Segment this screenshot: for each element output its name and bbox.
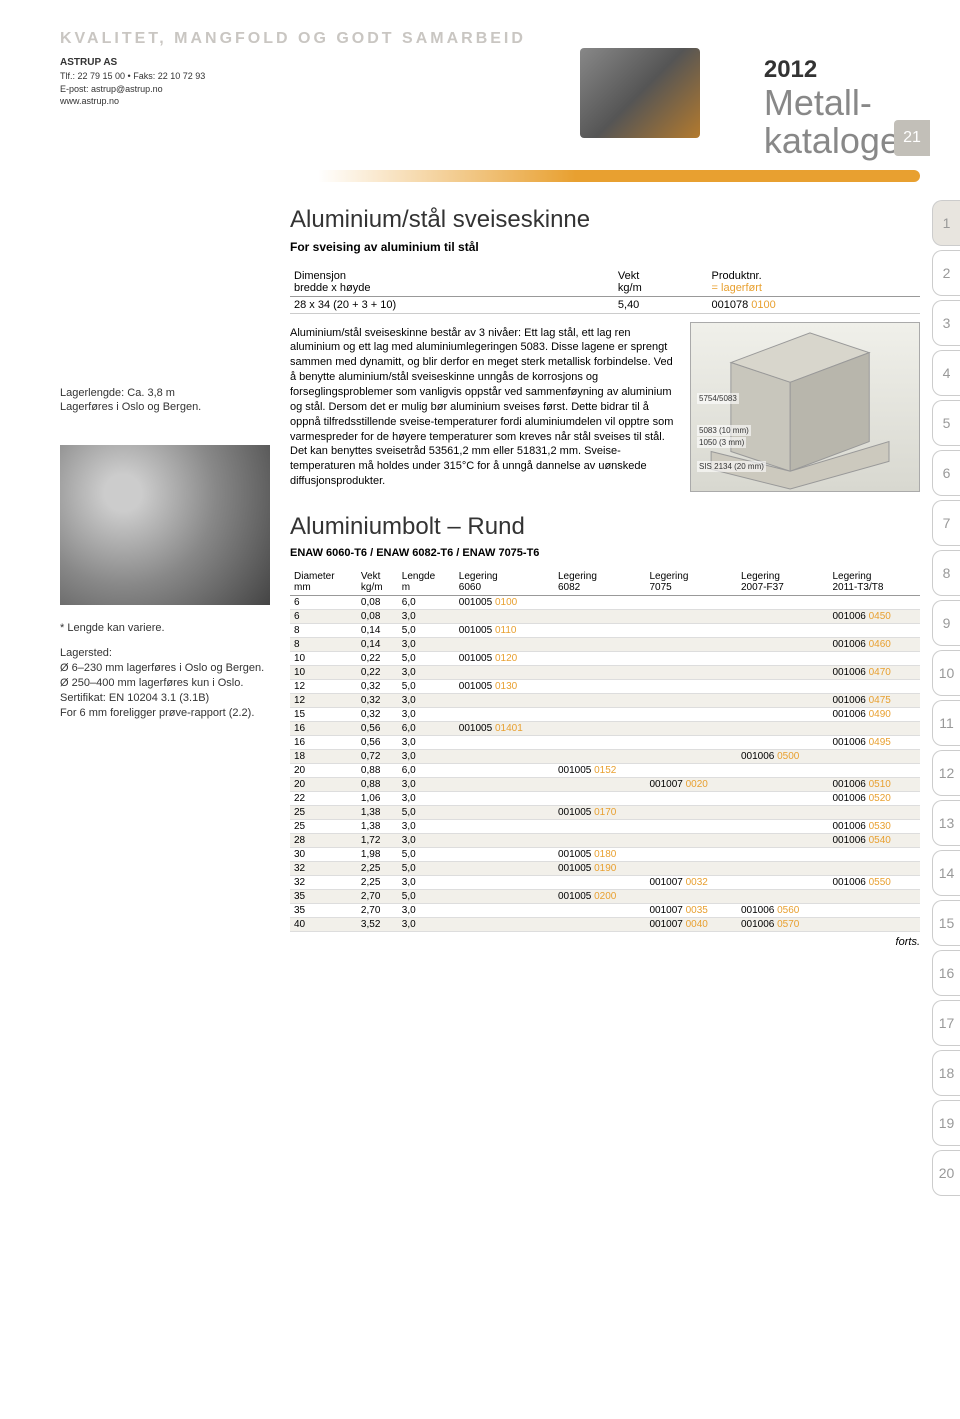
table-row: 251,383,0001006 0530 [290, 819, 920, 833]
th-dim-2: bredde x høyde [294, 282, 370, 294]
side-tab-5[interactable]: 5 [932, 400, 960, 446]
side-tab-13[interactable]: 13 [932, 800, 960, 846]
side-tab-16[interactable]: 16 [932, 950, 960, 996]
table-row: 352,703,0001007 0035001006 0560 [290, 903, 920, 917]
table-row: 200,883,0001007 0020001006 0510 [290, 777, 920, 791]
table-row: 160,566,0001005 01401 [290, 721, 920, 735]
left-note-1: Lagerlengde: Ca. 3,8 m [60, 386, 270, 401]
left-note-2: Lagerføres i Oslo og Bergen. [60, 400, 270, 415]
company-phone: Tlf.: 22 79 15 00 • Faks: 22 10 72 93 [60, 70, 205, 83]
side-tab-20[interactable]: 20 [932, 1150, 960, 1196]
page-number: 21 [894, 120, 930, 156]
side-tab-8[interactable]: 8 [932, 550, 960, 596]
diag-label-b: 5083 (10 mm) [697, 425, 751, 436]
catalog-name-1: Metall- [764, 84, 920, 122]
table-row: 100,223,0001006 0470 [290, 665, 920, 679]
side-tab-2[interactable]: 2 [932, 250, 960, 296]
table-row: 120,323,0001006 0475 [290, 693, 920, 707]
year: 2012 [764, 56, 920, 84]
side-tabs: 1234567891011121314151617181920 [932, 200, 960, 1200]
table-row: 301,985,0001005 0180 [290, 847, 920, 861]
sec2-note-1: Lagersted: [60, 646, 270, 661]
diag-label-a: 5754/5083 [697, 393, 739, 404]
hero-image [580, 48, 700, 138]
sec2-note-2: Ø 6–230 mm lagerføres i Oslo og Bergen. [60, 661, 270, 676]
side-tab-7[interactable]: 7 [932, 500, 960, 546]
th-vekt-2: kg/m [618, 282, 642, 294]
sec2-note-3: Ø 250–400 mm lagerføres kun i Oslo. [60, 676, 270, 691]
t1-dim: 28 x 34 (20 + 3 + 10) [290, 296, 614, 313]
table-row: 120,325,0001005 0130 [290, 679, 920, 693]
side-tab-3[interactable]: 3 [932, 300, 960, 346]
side-tab-10[interactable]: 10 [932, 650, 960, 696]
section1-subtitle: For sveising av aluminium til stål [290, 240, 920, 254]
th-vekt-1: Vekt [618, 270, 639, 282]
section2-title: Aluminiumbolt – Rund [290, 513, 920, 541]
sveiseskinne-table: Dimensjonbredde x høyde Vektkg/m Produkt… [290, 268, 920, 314]
t1-prod: 001078 0100 [708, 296, 920, 313]
side-tab-15[interactable]: 15 [932, 900, 960, 946]
section2-subtitle: ENAW 6060-T6 / ENAW 6082-T6 / ENAW 7075-… [290, 547, 920, 559]
company-block: ASTRUP AS Tlf.: 22 79 15 00 • Faks: 22 1… [60, 56, 205, 160]
sec2-note-4: Sertifikat: EN 10204 3.1 (3.1B) [60, 691, 270, 706]
table-row: 60,083,0001006 0450 [290, 609, 920, 623]
side-tab-12[interactable]: 12 [932, 750, 960, 796]
table-row: 180,723,0001006 0500 [290, 749, 920, 763]
table-row: 322,255,0001005 0190 [290, 861, 920, 875]
table-row: 221,063,0001006 0520 [290, 791, 920, 805]
table-row: 403,523,0001007 0040001006 0570 [290, 917, 920, 931]
diag-label-d: SIS 2134 (20 mm) [697, 461, 766, 472]
table-row: 80,145,0001005 0110 [290, 623, 920, 637]
table-row: 352,705,0001005 0200 [290, 889, 920, 903]
side-tab-4[interactable]: 4 [932, 350, 960, 396]
sec2-note-0: * Lengde kan variere. [60, 621, 270, 636]
side-tab-17[interactable]: 17 [932, 1000, 960, 1046]
th-prod-1: Produktnr. [712, 270, 762, 282]
side-tab-14[interactable]: 14 [932, 850, 960, 896]
tagline: KVALITET, MANGFOLD OG GODT SAMARBEID [60, 30, 920, 48]
table-row: 150,323,0001006 0490 [290, 707, 920, 721]
table-row: 80,143,0001006 0460 [290, 637, 920, 651]
table-row: 200,886,0001005 0152 [290, 763, 920, 777]
table-row: 281,723,0001006 0540 [290, 833, 920, 847]
side-tab-11[interactable]: 11 [932, 700, 960, 746]
table-row: 160,563,0001006 0495 [290, 735, 920, 749]
sec2-note-5: For 6 mm foreligger prøve-rapport (2.2). [60, 706, 270, 721]
swoosh-divider [60, 170, 920, 182]
table-row: 251,385,0001005 0170 [290, 805, 920, 819]
side-tab-1[interactable]: 1 [932, 200, 960, 246]
side-tab-18[interactable]: 18 [932, 1050, 960, 1096]
side-tab-9[interactable]: 9 [932, 600, 960, 646]
side-tab-6[interactable]: 6 [932, 450, 960, 496]
th-dim-1: Dimensjon [294, 270, 346, 282]
side-tab-19[interactable]: 19 [932, 1100, 960, 1146]
company-name: ASTRUP AS [60, 56, 205, 70]
product-image [60, 445, 270, 605]
table-row: 322,253,0001007 0032001006 0550 [290, 875, 920, 889]
diagram: 5754/5083 5083 (10 mm) 1050 (3 mm) SIS 2… [690, 322, 920, 492]
table-row: 100,225,0001005 0120 [290, 651, 920, 665]
t1-vekt: 5,40 [614, 296, 708, 313]
forts: forts. [290, 936, 920, 948]
th-prod-2: = lagerført [712, 282, 762, 294]
company-email: E-post: astrup@astrup.no [60, 83, 205, 96]
bolt-table: Diametermm Vektkg/m Lengdem Legering6060… [290, 569, 920, 932]
section1-title: Aluminium/stål sveiseskinne [290, 206, 920, 234]
table-row: 60,086,0001005 0100 [290, 595, 920, 609]
diag-label-c: 1050 (3 mm) [697, 437, 746, 448]
company-web: www.astrup.no [60, 95, 205, 108]
